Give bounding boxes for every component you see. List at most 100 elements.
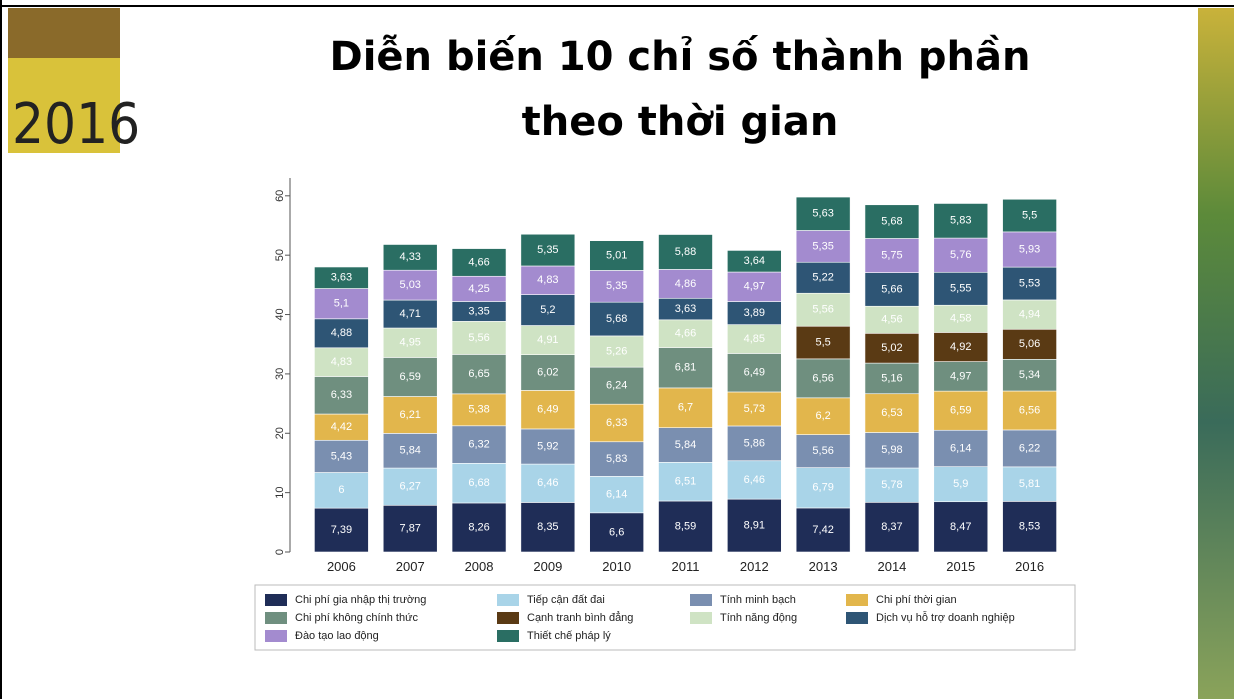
- value-label: 6,56: [812, 372, 833, 384]
- bar-segment: [933, 466, 989, 503]
- value-label: 6,46: [744, 474, 765, 486]
- legend-swatch: [690, 594, 712, 606]
- value-label: 5,02: [881, 342, 902, 354]
- logo-photo: [8, 8, 120, 58]
- bar-segment: [795, 434, 851, 468]
- bar-segment: [727, 324, 782, 354]
- y-tick-label: 0: [274, 549, 286, 555]
- value-label: 6,59: [400, 371, 421, 383]
- bar-segment: [589, 512, 644, 553]
- value-label: 6,14: [950, 442, 971, 454]
- value-label: 6: [338, 484, 344, 496]
- bar-segment: [451, 463, 507, 504]
- slide-title: theo thời gian: [522, 99, 839, 145]
- value-label: 5,84: [675, 439, 696, 451]
- bar-segment: [658, 347, 713, 389]
- bar-segment: [520, 390, 576, 430]
- value-label: 5,01: [606, 249, 627, 261]
- bar-segment: [589, 240, 644, 271]
- value-label: 8,26: [468, 521, 489, 533]
- value-label: 8,35: [537, 521, 558, 533]
- value-label: 5,22: [812, 272, 833, 284]
- value-label: 5,83: [606, 453, 627, 465]
- bar-segment: [314, 266, 369, 289]
- value-label: 5,55: [950, 283, 971, 295]
- x-tick-label: 2007: [396, 559, 425, 574]
- value-label: 7,39: [331, 524, 352, 536]
- legend-swatch: [265, 630, 287, 642]
- value-label: 4,88: [331, 327, 352, 339]
- bar-segment: [314, 347, 369, 377]
- value-label: 4,71: [400, 308, 421, 320]
- bar-segment: [382, 327, 438, 358]
- y-tick-label: 10: [274, 487, 286, 499]
- x-tick-label: 2006: [327, 559, 356, 574]
- bar-segment: [795, 358, 851, 399]
- value-label: 6,79: [812, 482, 833, 494]
- value-label: 4,25: [468, 283, 489, 295]
- legend-swatch: [265, 612, 287, 624]
- value-label: 6,49: [537, 404, 558, 416]
- bar-segment: [727, 250, 782, 273]
- value-label: 5,34: [1019, 369, 1040, 381]
- value-label: 5,63: [812, 208, 833, 220]
- bar-segment: [520, 428, 576, 465]
- bar-segment: [1002, 501, 1057, 553]
- value-label: 6,7: [678, 402, 693, 414]
- chart: 0 10 20 30 40 50 60 2006 7,39 6 5,43 4,42 6,33 4,83 4,…: [254, 178, 1076, 651]
- value-label: 4,85: [744, 333, 765, 345]
- value-label: 6,32: [468, 438, 489, 450]
- value-label: 5,38: [468, 404, 489, 416]
- value-label: 4,66: [675, 328, 696, 340]
- bar-segment: [795, 507, 851, 553]
- bar-segment: [314, 318, 369, 349]
- value-label: 6,14: [606, 489, 627, 501]
- bar-segment: [864, 272, 920, 307]
- bar-segment: [1002, 299, 1057, 330]
- legend-label: Chi phí gia nhập thị trường: [295, 594, 426, 606]
- value-label: 3,64: [744, 255, 765, 267]
- bar-segment: [451, 321, 507, 355]
- bar-segment: [1002, 359, 1057, 392]
- y-tick-label: 30: [274, 368, 286, 380]
- bar-segment: [382, 467, 438, 506]
- value-label: 8,91: [744, 519, 765, 531]
- bar-segment: [864, 362, 920, 395]
- value-label: 3,89: [744, 307, 765, 319]
- value-label: 8,59: [675, 520, 696, 532]
- value-label: 5,86: [744, 437, 765, 449]
- bar-segment: [933, 203, 989, 239]
- value-label: 6,6: [609, 526, 624, 538]
- value-label: 5,73: [744, 403, 765, 415]
- value-label: 5,68: [881, 216, 902, 228]
- bar-segment: [520, 294, 576, 326]
- bar-segment: [1002, 231, 1057, 268]
- x-tick-label: 2011: [672, 559, 700, 574]
- legend-label: Thiết chế pháp lý: [527, 630, 611, 642]
- y-tick-label: 50: [274, 249, 286, 261]
- value-label: 5,35: [537, 244, 558, 256]
- value-label: 7,87: [400, 523, 421, 535]
- bar-segment: [864, 432, 920, 469]
- value-label: 5,26: [606, 345, 627, 357]
- bar-segment: [382, 244, 438, 271]
- bar-segment: [864, 332, 920, 364]
- bar-segment: [658, 269, 713, 299]
- legend-label: Chi phí thời gian: [876, 594, 957, 606]
- value-label: 6,49: [744, 367, 765, 379]
- bar-segment: [727, 425, 782, 462]
- bar-segment: [658, 319, 713, 348]
- bar-segment: [795, 292, 851, 327]
- y-tick-label: 60: [274, 190, 286, 202]
- value-label: 5,81: [1019, 478, 1040, 490]
- value-label: 4,58: [950, 313, 971, 325]
- bar-segment: [451, 248, 507, 277]
- value-label: 5,78: [881, 479, 902, 491]
- bar-segment: [589, 366, 644, 405]
- x-tick-label: 2014: [877, 559, 906, 574]
- value-label: 4,94: [1019, 309, 1040, 321]
- value-label: 4,83: [537, 274, 558, 286]
- bar-segment: [864, 393, 920, 433]
